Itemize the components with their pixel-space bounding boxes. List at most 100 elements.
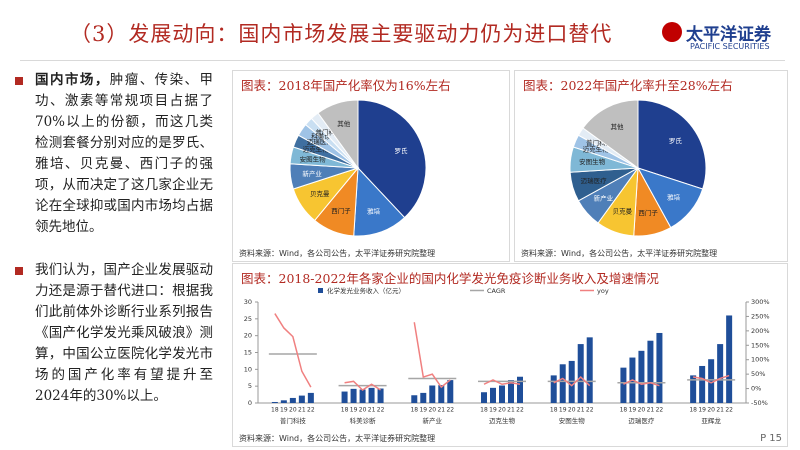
x-tick-label: 20	[707, 407, 715, 414]
pie-slice	[357, 99, 427, 219]
x-tick-label: 19	[280, 407, 288, 414]
bar	[341, 391, 348, 403]
y2-tick-label: 50%	[751, 370, 765, 378]
bar	[368, 387, 375, 403]
x-tick-label: 18	[620, 407, 628, 414]
x-tick-label: 22	[586, 407, 594, 414]
bullet: 国内市场，肿瘤、传染、甲功、激素等常规项目占据了70%以上的份额，而这几类检测套…	[15, 70, 214, 238]
x-tick-label: 20	[428, 407, 436, 414]
x-tick-label: 20	[498, 407, 506, 414]
slice-label: 其他	[337, 119, 351, 128]
pie-slice	[353, 166, 406, 237]
x-tick-label: 22	[656, 407, 664, 414]
slice-label: 新产业	[594, 194, 614, 203]
bar	[307, 392, 314, 403]
slice-label: 雅培	[667, 192, 681, 201]
y-tick-label: 20	[244, 332, 252, 340]
panel: 图表：2018-2022年各家企业的国内化学发光免疫诊断业务收入及增速情况 资料…	[232, 263, 788, 447]
source: 资料来源：Wind，各公司公告，太平洋证券研究院整理	[521, 249, 718, 258]
bar	[717, 344, 724, 403]
y-tick-label: 15	[244, 349, 252, 357]
source: 资料来源：Wind，各公司公告，太平洋证券研究院整理	[239, 434, 436, 443]
group-label: 新产业	[423, 416, 443, 425]
slice-label: 西门子	[331, 206, 351, 215]
x-tick-label: 21	[368, 407, 376, 414]
x-tick-label: 18	[550, 407, 558, 414]
yoy-line	[693, 374, 730, 384]
yoy-line	[274, 313, 312, 388]
slice-label: 安图生物	[300, 154, 327, 163]
slice-label: 迈克生物	[303, 145, 330, 154]
bullet-text: 肿瘤、传染、甲功、激素等常规项目占据了70%以上的份额，而这几类检测套餐分别对应…	[35, 72, 214, 235]
bar	[447, 380, 454, 403]
y2-tick-label: 150%	[751, 341, 770, 349]
slice-label: 罗氏	[394, 146, 408, 155]
bar	[699, 365, 706, 403]
x-tick-label: 18	[689, 407, 697, 414]
y2-tick-label: 250%	[751, 312, 770, 320]
pie-slice	[582, 99, 639, 169]
y-tick-label: 25	[244, 315, 252, 323]
y-tick-label: 5	[248, 382, 252, 390]
x-tick-label: 19	[629, 407, 637, 414]
logo-en: PACIFIC SECURITIES	[690, 42, 770, 51]
slice-label: 贝克曼	[613, 208, 633, 216]
bar	[420, 392, 427, 403]
bar	[490, 387, 496, 403]
bar	[377, 388, 384, 403]
x-tick-label: 20	[638, 407, 646, 414]
bar	[577, 344, 584, 403]
page-number: P 15	[760, 433, 782, 444]
slice-label: 迈瑞医疗	[307, 137, 334, 146]
x-tick-label: 20	[568, 407, 576, 414]
slice-label: 普门科技	[586, 138, 613, 147]
slice-label: 科美诊断	[311, 131, 338, 140]
x-tick-label: 22	[516, 407, 524, 414]
bar	[726, 315, 733, 403]
bar	[350, 388, 357, 403]
bar	[481, 392, 487, 403]
x-tick-label: 21	[507, 407, 515, 414]
x-tick-label: 21	[716, 407, 724, 414]
bar	[656, 332, 663, 403]
yoy-line	[413, 322, 451, 389]
x-tick-label: 21	[437, 407, 445, 414]
y-tick-label: 0	[248, 399, 252, 407]
group-label: 亚辉龙	[701, 416, 721, 425]
x-tick-label: 18	[341, 407, 349, 414]
x-tick-label: 21	[647, 407, 655, 414]
panel: 图表：2022年国产化率升至28%左右 资料来源：Wind，各公司公告，太平洋证…	[514, 70, 788, 262]
logo: 太平洋证券	[686, 25, 771, 45]
bar	[708, 359, 715, 403]
slice-label: 迈克生物	[583, 145, 610, 154]
divider	[20, 60, 785, 61]
x-tick-label: 22	[377, 407, 385, 414]
bar	[280, 400, 287, 403]
y-tick-label: 30	[244, 298, 252, 306]
x-tick-label: 19	[698, 407, 706, 414]
x-tick-label: 22	[307, 407, 315, 414]
pie-slice	[637, 99, 707, 190]
bar	[289, 397, 296, 403]
x-tick-label: 19	[350, 407, 358, 414]
x-tick-label: 19	[559, 407, 567, 414]
yoy-line	[553, 375, 591, 387]
panel: 图表：2018年国产化率仅为16%左右 资料来源：Wind，各公司公告，太平洋证…	[232, 70, 510, 262]
slice-label: 罗氏	[669, 136, 683, 145]
y2-tick-label: 300%	[751, 298, 770, 306]
bar	[411, 395, 418, 403]
logo-mark	[662, 22, 682, 42]
group-label: 普门科技	[280, 416, 307, 425]
bar	[620, 367, 627, 403]
slice-label: 其他	[611, 122, 625, 131]
slice-label: 迈瑞医疗	[581, 176, 608, 185]
slice-label: 雅培	[367, 207, 381, 216]
bullet: 我们认为，国产企业发展驱动力还是源于替代进口：根据我们此前体外诊断行业系列报告《…	[15, 260, 213, 407]
bullet-lead: 国内市场，	[35, 72, 110, 88]
x-tick-label: 20	[289, 407, 297, 414]
group-label: 安图生物	[559, 416, 586, 425]
x-tick-label: 18	[410, 407, 418, 414]
group-label: 迈克生物	[489, 416, 516, 425]
